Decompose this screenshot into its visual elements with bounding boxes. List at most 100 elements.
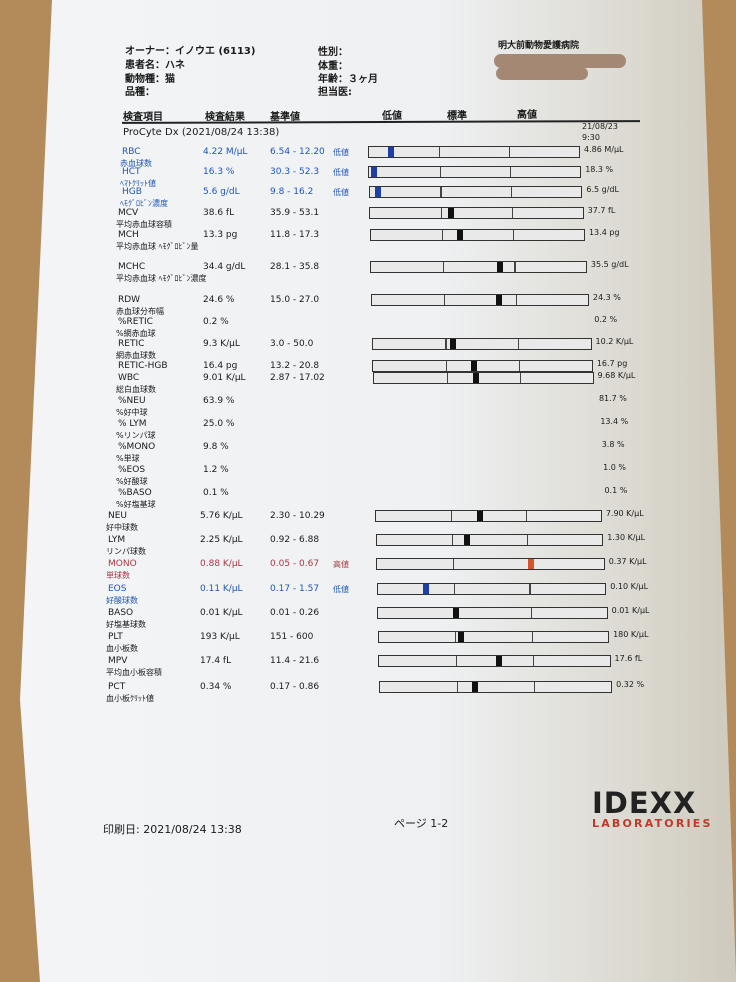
col-result: 検査結果	[205, 112, 245, 123]
test-name: % LYM	[118, 419, 147, 429]
bar-tick	[515, 295, 518, 305]
bar-tick	[438, 147, 441, 157]
reference-range: 0.92 - 6.88	[270, 535, 320, 545]
sex: 性別：	[318, 47, 348, 58]
test-name-jp: %単球	[116, 454, 140, 463]
page-number: ページ 1-2	[394, 817, 449, 830]
previous-result: 9.68 K/µL	[597, 371, 636, 380]
test-name-jp: 平均血小板容積	[106, 668, 162, 677]
test-name: %NEU	[118, 396, 146, 406]
previous-result: 7.90 K/µL	[605, 509, 644, 518]
test-result: 38.6 fL	[203, 208, 235, 218]
section-title: ProCyte Dx (2021/08/24 13:38)	[123, 127, 280, 138]
patient-name: 患者名：ハネ	[125, 60, 185, 71]
range-bar	[368, 166, 582, 178]
bar-tick	[443, 295, 446, 305]
test-result: 5.6 g/dL	[203, 187, 240, 197]
test-result: 4.22 M/µL	[203, 147, 248, 157]
test-name: RDW	[118, 295, 141, 305]
bar-tick	[441, 208, 443, 218]
test-name-jp: 総白血球数	[116, 385, 156, 394]
test-name: WBC	[118, 373, 140, 383]
test-result: 5.76 K/µL	[200, 511, 243, 521]
species: 動物種：猫	[125, 74, 175, 85]
previous-result: 18.3 %	[585, 165, 614, 174]
previous-result: 0.1 %	[604, 486, 628, 495]
bar-tick	[527, 535, 529, 545]
age: 年齢：３ヶ月	[318, 74, 378, 85]
test-name-jp: ﾍﾏﾄｸﾘｯﾄ値	[120, 179, 156, 188]
result-marker	[370, 167, 377, 177]
previous-result: 35.5 g/dL	[590, 260, 629, 269]
bar-tick	[441, 230, 444, 240]
breed: 品種：	[125, 87, 155, 98]
prev-date: 21/08/23	[582, 122, 618, 131]
test-name: HGB	[122, 187, 142, 197]
reference-range: 2.30 - 10.29	[270, 511, 325, 521]
bar-tick	[453, 584, 455, 594]
previous-result: 6.5 g/dL	[586, 185, 619, 194]
bar-tick	[508, 147, 511, 157]
col-low: 低値	[382, 111, 402, 122]
reference-range: 0.17 - 1.57	[270, 584, 320, 594]
previous-result: 37.7 fL	[587, 206, 616, 215]
previous-result: 4.86 M/µL	[584, 145, 624, 154]
test-name-jp: 血小板数	[106, 644, 138, 653]
test-name: MCV	[118, 208, 139, 218]
result-marker	[452, 608, 459, 618]
result-marker	[476, 511, 483, 521]
test-name-jp: 網赤血球数	[116, 351, 156, 360]
idexx-logo: IDEXX LABORATORIES	[592, 786, 713, 830]
bar-tick	[519, 373, 521, 383]
test-name-jp: 好酸球数	[106, 596, 138, 605]
previous-result: 180 K/µL	[613, 630, 649, 639]
flag-label: 低値	[333, 188, 349, 197]
weight: 体重：	[318, 61, 348, 72]
range-bar	[377, 607, 608, 619]
test-result: 193 K/µL	[200, 632, 240, 642]
bar-tick	[451, 535, 454, 545]
bar-tick	[445, 339, 447, 349]
redacted-area	[494, 54, 626, 68]
bar-tick	[439, 167, 441, 177]
test-result: 0.1 %	[203, 488, 229, 498]
previous-result: 3.8 %	[601, 440, 625, 449]
reference-range: 35.9 - 53.1	[270, 208, 320, 218]
col-normal: 標準	[447, 111, 467, 122]
col-item: 検査項目	[123, 112, 163, 123]
result-marker	[496, 295, 503, 305]
bar-tick	[455, 632, 457, 642]
test-name: BASO	[108, 608, 134, 618]
previous-result: 13.4 pg	[588, 228, 620, 237]
test-name-jp: リンパ球数	[106, 547, 146, 556]
test-name: %MONO	[118, 442, 156, 452]
previous-result: 81.7 %	[598, 394, 627, 403]
test-result: 16.3 %	[203, 167, 235, 177]
bar-tick	[440, 187, 442, 197]
reference-range: 28.1 - 35.8	[270, 262, 320, 272]
test-name-jp: 赤血球数	[120, 159, 152, 168]
reference-range: 2.87 - 17.02	[270, 373, 325, 383]
owner: オーナー：イノウエ (6113)	[125, 46, 256, 57]
result-marker	[471, 682, 478, 692]
test-name: %BASO	[118, 488, 152, 498]
test-name-jp: 血小板ｸﾘｯﾄ値	[106, 694, 154, 703]
reference-range: 15.0 - 27.0	[270, 295, 320, 305]
test-name: MCHC	[118, 262, 146, 272]
test-name: PLT	[108, 632, 123, 642]
previous-result: 1.30 K/µL	[607, 533, 646, 542]
test-name: MPV	[108, 656, 128, 666]
bar-tick	[525, 511, 528, 521]
range-bar	[372, 372, 594, 384]
reference-range: 0.01 - 0.26	[270, 608, 320, 618]
result-marker	[473, 373, 480, 383]
test-name-jp: 平均赤血球 ﾍﾓｸﾞﾛﾋﾞﾝ濃度	[116, 274, 207, 283]
bar-tick	[455, 656, 458, 666]
range-bar	[375, 510, 602, 522]
test-result: 34.4 g/dL	[203, 262, 246, 272]
bar-tick	[518, 361, 521, 371]
result-marker	[528, 559, 535, 569]
test-result: 13.3 pg	[203, 230, 238, 240]
test-name: MONO	[108, 559, 137, 569]
test-name-jp: %リンパ球	[116, 431, 156, 440]
